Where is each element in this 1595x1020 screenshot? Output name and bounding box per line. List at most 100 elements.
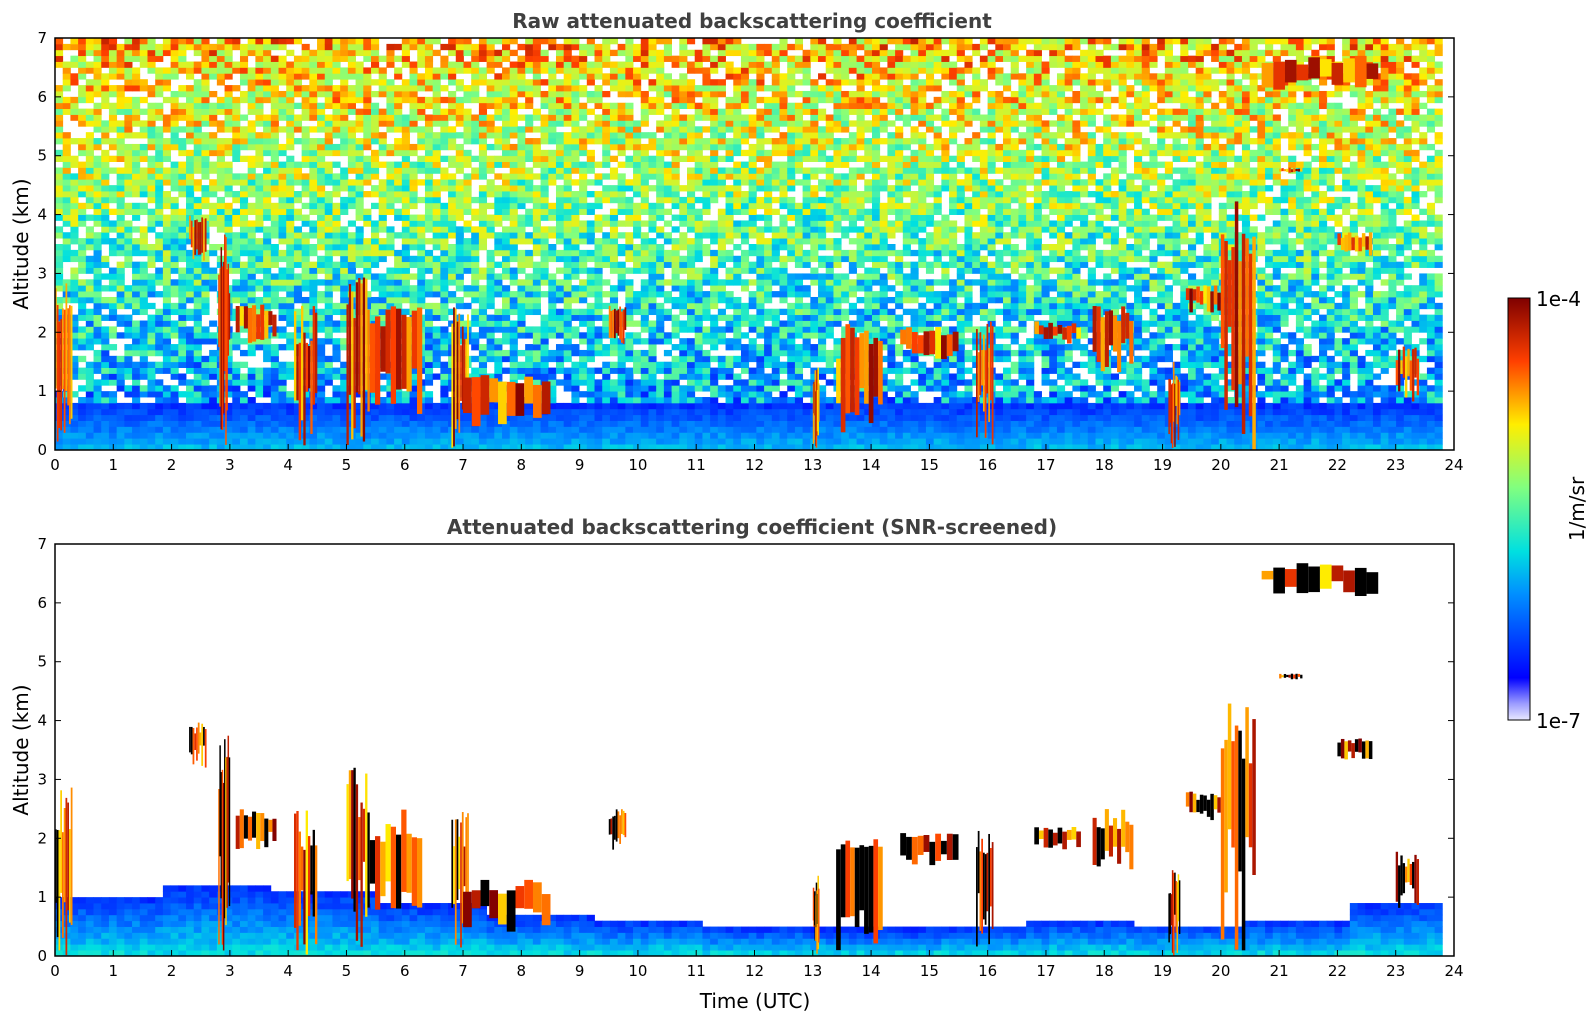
top-field-cell [471,355,480,363]
top-field-cell [70,408,79,416]
top-field-cell [594,238,603,245]
top-field-cell [201,279,210,286]
top-field-cell [386,185,395,192]
top-field-cell [494,191,503,198]
top-field-cell [301,143,310,151]
top-field-cell [417,214,426,221]
top-field-cell [424,191,434,198]
top-field-cell [548,426,557,433]
top-field-cell [471,444,480,451]
top-field-cell [124,120,133,127]
top-field-cell [648,308,657,316]
top-field-cell [702,49,711,57]
top-field-cell [594,338,603,345]
top-field-cell [594,96,603,104]
top-field-cell [687,196,696,204]
top-field-cell [424,196,434,204]
top-field-cell [517,326,526,333]
top-field-cell [502,43,511,51]
top-field-cell [101,138,110,145]
top-field-cell [525,191,534,198]
top-field-cell [548,179,557,186]
top-field-cell [617,191,626,198]
top-field-cell [702,173,711,180]
top-field-cell [224,38,233,45]
top-field-cell [471,132,480,139]
top-field-cell [563,291,572,298]
top-field-cell [633,432,642,439]
top-field-cell [93,173,102,180]
top-field-cell [571,255,580,263]
top-field-cell [263,432,272,439]
top-field-cell [162,397,172,404]
top-field-cell [517,332,526,339]
top-field-cell [155,255,164,263]
top-field-cell [224,43,233,51]
top-field-cell [101,273,110,280]
top-field-cell [371,167,380,174]
top-field-cell [132,361,141,368]
top-field-cell [101,79,110,86]
top-field-cell [394,408,403,416]
top-field-cell [679,267,688,274]
top-field-cell [263,349,272,357]
top-field-cell [85,143,94,151]
top-field-cell [147,43,156,51]
top-field-cell [579,61,588,68]
top-field-cell [108,244,118,251]
top-field-cell [232,126,241,133]
top-field-cell [239,249,249,257]
top-field-cell [193,49,202,57]
top-field-cell [85,132,94,139]
top-field-cell [201,149,210,157]
top-field-cell [62,238,71,245]
top-field-cell [162,220,172,227]
top-field-cell [147,444,156,451]
top-field-cell [232,173,241,180]
top-field-cell [525,185,534,192]
top-field-cell [625,161,634,168]
top-field-cell [386,373,395,380]
top-field-cell [247,132,256,139]
top-field-cell [448,61,457,68]
top-field-cell [332,302,341,310]
top-field-cell [224,373,233,380]
top-field-cell [355,38,364,45]
top-field-cell [648,432,657,439]
top-field-cell [78,249,87,257]
top-field-cell [93,285,102,292]
top-field-cell [687,38,696,45]
top-field-cell [324,126,333,133]
top-field-cell [640,155,649,162]
top-field-cell [478,296,488,304]
top-field-cell [116,373,125,380]
top-field-cell [371,114,380,121]
top-field-cell [132,120,141,127]
top-field-cell [162,114,172,121]
top-field-cell [55,444,64,451]
top-field-cell [525,155,534,162]
top-field-cell [640,385,649,392]
top-field-cell [116,332,125,339]
top-field-cell [563,332,572,339]
top-field-cell [293,249,303,257]
top-field-cell [116,291,125,298]
top-field-cell [293,138,303,145]
top-field-cell [563,90,572,98]
top-field-cell [594,114,603,121]
top-field-cell [486,232,495,239]
top-field-cell [209,349,218,357]
top-field-cell [317,244,326,251]
top-field-cell [378,67,387,74]
top-field-cell [286,291,295,298]
top-field-cell [309,155,318,162]
top-field-cell [548,67,557,74]
top-field-cell [78,279,87,286]
top-field-cell [594,414,603,421]
top-field-cell [679,126,688,133]
top-field-cell [301,232,310,239]
top-field-cell [139,261,148,268]
top-field-cell [201,67,210,74]
top-field-cell [694,149,703,157]
top-field-cell [463,185,472,192]
